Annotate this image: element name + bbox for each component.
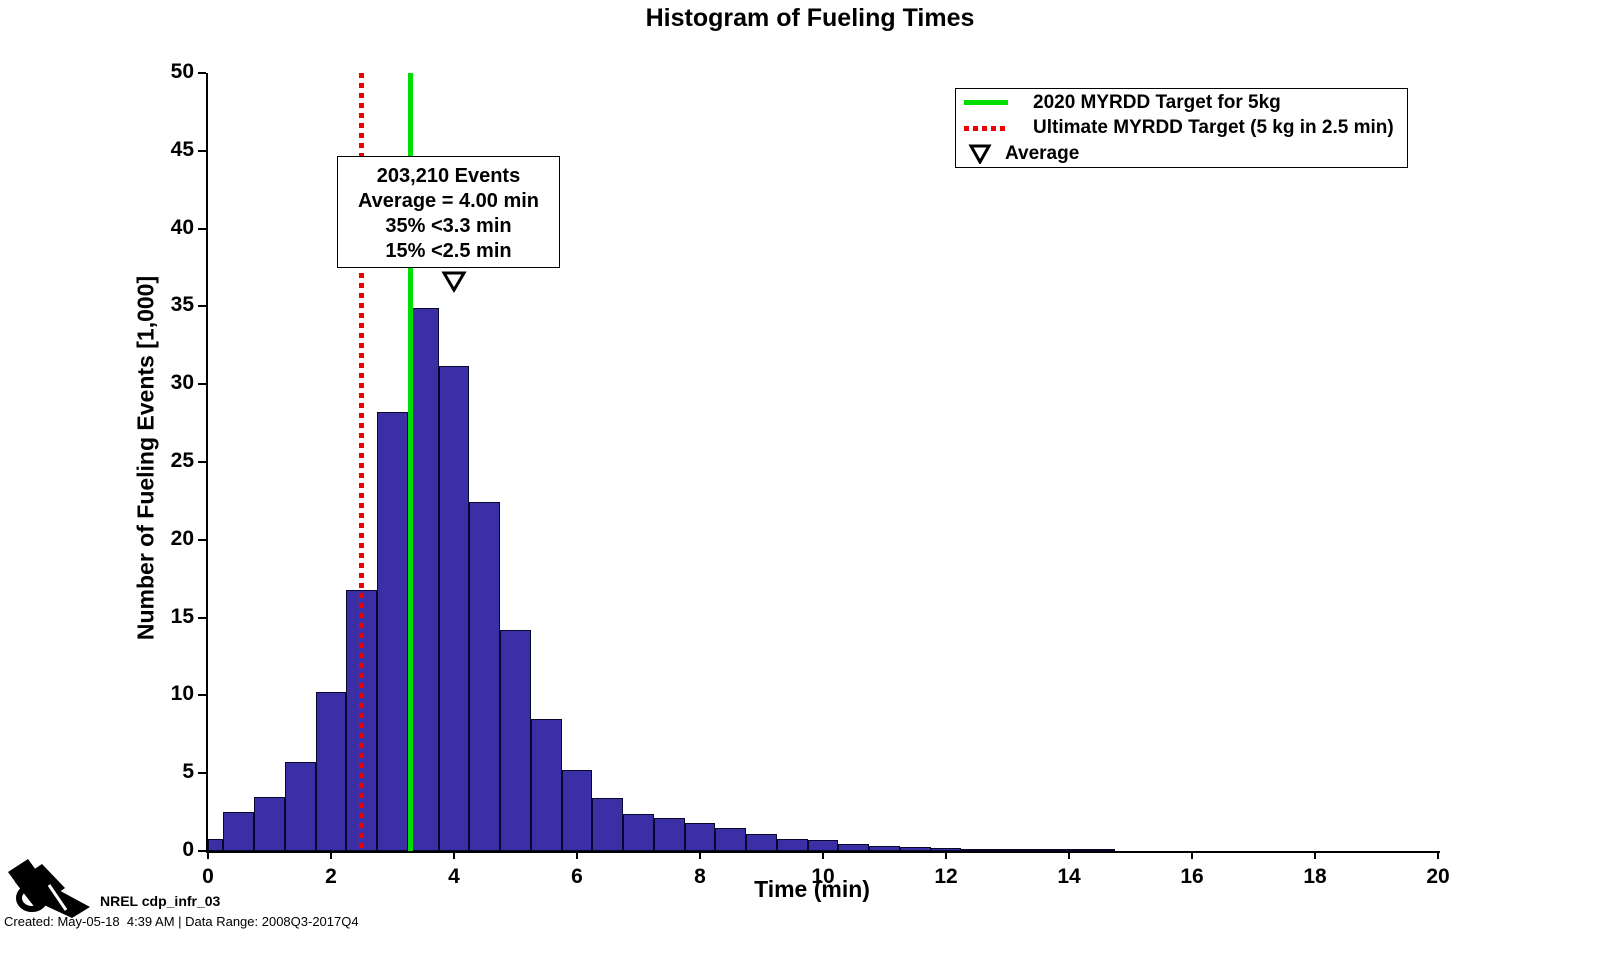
y-axis-line — [206, 73, 208, 853]
x-tick-label: 12 — [934, 865, 958, 888]
y-tick-label: 30 — [170, 371, 194, 395]
x-axis-tick — [1068, 853, 1070, 859]
footer-chart-id: NREL cdp_infr_03 — [100, 893, 221, 909]
y-axis-tick — [198, 616, 206, 619]
chart-title: Histogram of Fueling Times — [645, 4, 975, 32]
y-tick-label: 45 — [170, 137, 194, 161]
green-solid-line-icon — [964, 100, 1008, 105]
x-tick-label: 16 — [1180, 865, 1204, 888]
average-marker-icon — [441, 271, 467, 293]
y-tick-label: 5 — [182, 760, 194, 784]
histogram-bar — [1053, 849, 1085, 851]
histogram-bar — [930, 847, 962, 851]
histogram-bar — [992, 849, 1023, 851]
x-axis-tick — [453, 853, 455, 859]
histogram-bar — [469, 502, 501, 851]
y-axis-tick — [198, 305, 206, 308]
histogram-bar — [561, 770, 593, 851]
stats-annotation-box: 203,210 Events Average = 4.00 min 35% <3… — [337, 156, 560, 268]
legend-label: 2020 MYRDD Target for 5kg — [1033, 91, 1281, 113]
y-tick-label: 50 — [170, 60, 194, 83]
x-axis-line — [206, 851, 1440, 853]
x-tick-label: 0 — [202, 865, 214, 888]
x-axis-tick — [822, 853, 824, 859]
x-tick-label: 20 — [1426, 865, 1450, 888]
x-tick-label: 6 — [571, 865, 583, 888]
x-axis-tick — [207, 853, 209, 859]
y-tick-label: 15 — [170, 604, 194, 628]
histogram-bar — [284, 762, 316, 851]
histogram-bar — [653, 818, 685, 851]
y-axis-tick — [198, 694, 206, 697]
x-tick-label: 10 — [811, 865, 835, 888]
histogram-bar — [715, 828, 747, 851]
y-tick-label: 20 — [170, 526, 194, 550]
histogram-bar — [1022, 849, 1054, 851]
histogram-bar — [438, 365, 470, 851]
y-axis-tick — [198, 383, 206, 386]
y-axis-tick — [198, 227, 206, 230]
histogram-bar — [223, 812, 255, 851]
legend: 2020 MYRDD Target for 5kg Ultimate MYRDD… — [955, 88, 1408, 168]
y-axis-tick — [198, 850, 206, 852]
y-tick-label: 35 — [170, 293, 194, 317]
y-axis-tick — [198, 149, 206, 152]
plot-area: 0 2 4 6 8 10 12 14 16 18 20 0 5 10 15 20 25 30 35 40 45 50 — [171, 60, 1450, 888]
histogram-bar — [530, 718, 562, 851]
annotation-pct-35: 35% <3.3 min — [385, 215, 512, 237]
target-line-ultimate — [359, 73, 365, 851]
fuel-nozzle-icon — [8, 859, 90, 918]
y-axis-tick — [198, 772, 206, 775]
x-tick-label: 4 — [448, 865, 460, 888]
x-axis-tick — [330, 853, 332, 859]
histogram-bar — [1084, 849, 1116, 851]
histogram-bar — [807, 839, 839, 851]
histogram-bar — [208, 839, 224, 851]
histogram-bar — [315, 692, 347, 851]
histogram-bar — [838, 843, 870, 851]
open-down-triangle-marker-icon — [968, 144, 992, 164]
x-axis-tick — [1191, 853, 1193, 859]
red-dotted-line-icon — [964, 125, 1008, 131]
histogram-bar — [377, 412, 408, 851]
x-axis-tick — [576, 853, 578, 859]
histogram-bar — [746, 833, 777, 851]
target-line-2020 — [408, 73, 414, 851]
y-tick-label: 0 — [182, 838, 194, 861]
x-axis-tick — [945, 853, 947, 859]
legend-entry-ultimate-target: Ultimate MYRDD Target (5 kg in 2.5 min) — [956, 116, 1407, 140]
y-tick-label: 10 — [170, 682, 194, 706]
x-axis-tick — [699, 853, 701, 859]
histogram-bar — [869, 845, 900, 851]
histogram-bar — [684, 823, 716, 851]
legend-entry-average: Average — [956, 142, 1407, 166]
y-axis-tick — [198, 72, 206, 74]
x-tick-label: 8 — [694, 865, 706, 888]
histogram-bar — [776, 838, 808, 851]
y-axis-tick — [198, 538, 206, 541]
legend-label: Ultimate MYRDD Target (5 kg in 2.5 min) — [1033, 117, 1394, 138]
histogram-bar — [623, 813, 654, 851]
y-tick-label: 25 — [170, 449, 194, 472]
histogram-bar — [592, 798, 624, 851]
histogram-bar — [254, 797, 285, 851]
annotation-average: Average = 4.00 min — [357, 190, 540, 212]
annotation-pct-15: 15% <2.5 min — [385, 240, 512, 262]
x-tick-label: 2 — [325, 865, 337, 888]
histogram-bar — [961, 848, 993, 851]
histogram-bar — [899, 847, 931, 851]
x-axis-tick — [1314, 853, 1316, 859]
footer-created-line: Created: May-05-18 4:39 AM | Data Range:… — [4, 914, 359, 929]
histogram-bar — [500, 630, 531, 851]
annotation-events-count: 203,210 Events — [376, 165, 521, 187]
legend-entry-2020-target: 2020 MYRDD Target for 5kg — [956, 91, 1407, 115]
legend-label: Average — [1005, 142, 1080, 164]
y-axis-tick — [198, 461, 206, 463]
x-axis-label: Time (min) — [754, 876, 870, 902]
x-tick-label: 18 — [1303, 865, 1327, 888]
x-axis-tick — [1437, 853, 1439, 859]
y-tick-label: 40 — [170, 215, 194, 239]
x-tick-label: 14 — [1057, 865, 1081, 888]
